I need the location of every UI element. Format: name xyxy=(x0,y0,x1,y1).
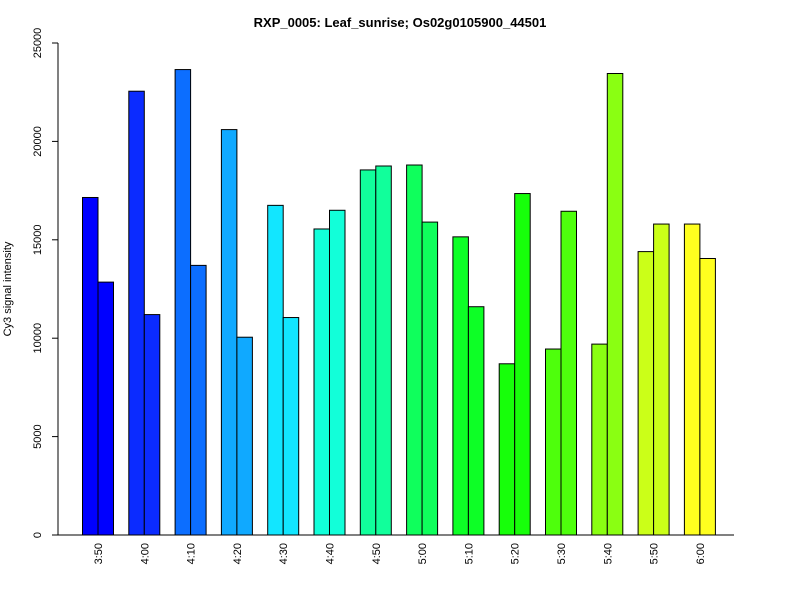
bar-510-1 xyxy=(452,236,469,536)
bar-550-2 xyxy=(653,223,670,536)
y-tick-label: 15000 xyxy=(32,225,44,256)
bar-500-2 xyxy=(421,221,439,536)
bar-430-2 xyxy=(282,317,300,536)
bar-540-2 xyxy=(606,73,624,536)
bar-510-2 xyxy=(467,306,485,536)
bar-540-1 xyxy=(591,343,608,536)
bar-440-2 xyxy=(329,209,346,536)
x-tick-label: 5:00 xyxy=(417,543,429,564)
bar-400-2 xyxy=(143,314,161,536)
x-tick-label: 4:00 xyxy=(139,543,151,564)
chart-title: RXP_0005: Leaf_sunrise; Os02g0105900_445… xyxy=(254,15,547,30)
y-tick-label: 0 xyxy=(32,532,44,538)
x-tick-label: 5:50 xyxy=(649,543,661,564)
bar-450-2 xyxy=(375,165,392,536)
y-tick-label: 10000 xyxy=(32,323,44,354)
bar-350-2 xyxy=(97,281,114,536)
bar-530-1 xyxy=(545,348,562,536)
x-tick-label: 4:10 xyxy=(186,543,198,564)
bar-520-1 xyxy=(498,363,516,536)
bar-600-2 xyxy=(699,257,716,536)
y-tick-label: 5000 xyxy=(32,424,44,448)
bar-400-1 xyxy=(128,90,145,536)
x-tick-label: 5:20 xyxy=(510,543,522,564)
bars-group xyxy=(82,69,716,536)
bar-350-1 xyxy=(82,196,99,536)
bar-520-2 xyxy=(514,193,531,536)
y-tick-label: 20000 xyxy=(32,126,44,157)
x-tick-label: 4:40 xyxy=(325,543,337,564)
bar-500-1 xyxy=(406,164,423,536)
x-tick-label: 4:20 xyxy=(232,543,244,564)
bar-420-2 xyxy=(236,336,253,536)
bar-450-1 xyxy=(359,169,377,536)
bar-550-1 xyxy=(637,251,655,536)
x-axis: 3:50 4:00 4:10 4:20 4:30 4:40 4:50 5:00 5:10 5:20… xyxy=(58,534,734,564)
bar-410-2 xyxy=(190,264,207,536)
bar-430-1 xyxy=(267,204,284,536)
bar-440-1 xyxy=(313,228,330,536)
bar-410-1 xyxy=(174,69,192,536)
x-tick-label: 4:30 xyxy=(278,543,290,564)
x-tick-label: 5:10 xyxy=(463,543,475,564)
x-tick-label: 5:30 xyxy=(556,543,568,564)
y-tick-label: 25000 xyxy=(32,28,44,59)
x-tick-label: 6:00 xyxy=(695,543,707,564)
x-tick-label: 5:40 xyxy=(602,543,614,564)
y-axis: 0 5000 10000 15000 20000 25000 xyxy=(32,28,59,538)
x-tick-label: 3:50 xyxy=(93,543,105,564)
bar-420-1 xyxy=(220,129,238,536)
y-axis-label: Cy3 signal intensity xyxy=(2,241,14,336)
bar-530-2 xyxy=(560,210,577,536)
bar-600-1 xyxy=(683,223,701,536)
x-tick-label: 4:50 xyxy=(371,543,383,564)
